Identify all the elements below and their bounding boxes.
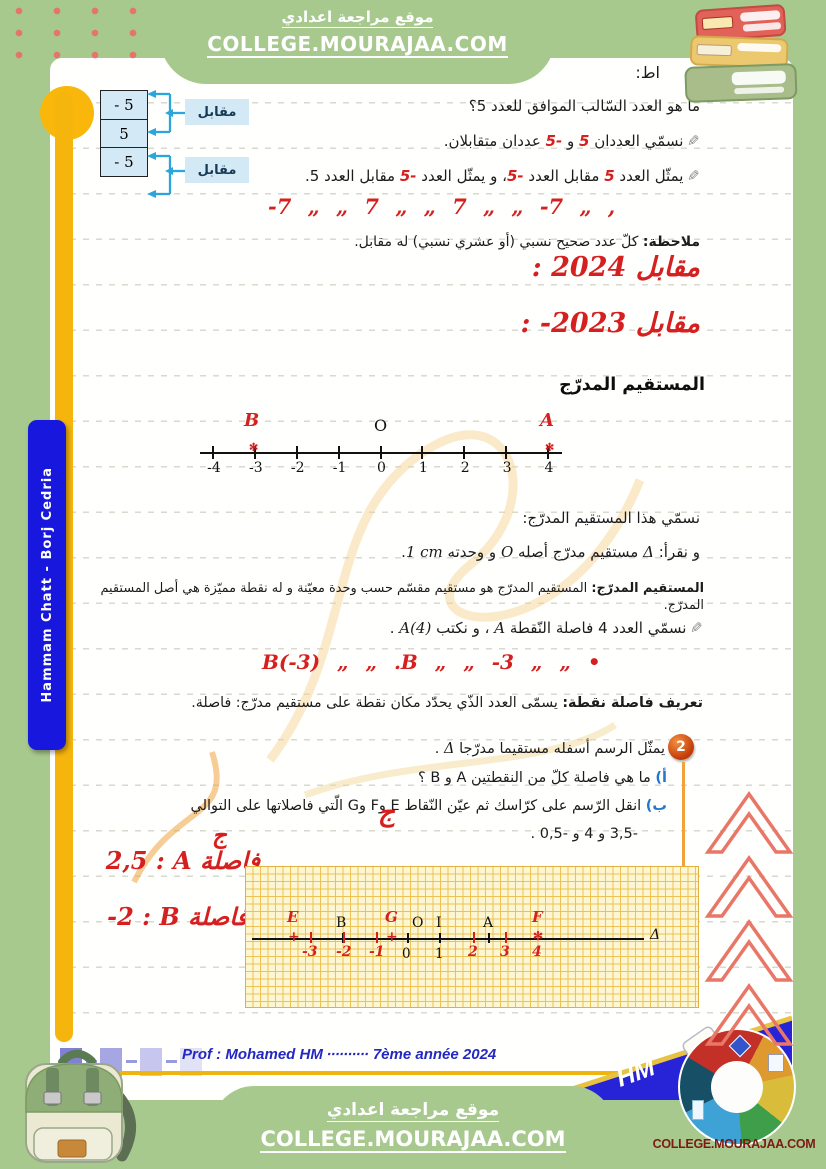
tick: 2	[461, 410, 470, 476]
footer-yellow-rule	[75, 1071, 687, 1075]
handwritten-opposite-2024: مقابل 2024 :	[531, 252, 700, 283]
watermark-swirl	[131, 751, 220, 884]
prof-signature-line: Prof : Mohamed HM ∙∙∙∙∙∙∙∙∙∙ 7ème année …	[182, 1046, 497, 1063]
dot-pattern-top-left	[0, 0, 160, 62]
naming-pair-line: ✎نسمّي العددان 5 و -5 عددان متقابلان.	[443, 132, 700, 150]
grid-point-a: A	[483, 915, 494, 931]
grid-point-i: I	[436, 915, 442, 931]
grid-origin-o: O	[412, 915, 424, 931]
diagram-arrows	[147, 90, 185, 198]
site-url-link[interactable]: COLLEGE.MOURAJAA.COM	[260, 1127, 566, 1153]
grid-num-m2: -2	[336, 944, 352, 960]
grid-num-zero: 0	[402, 946, 411, 962]
grid-num-m3: -3	[302, 944, 318, 960]
tick: -2	[291, 410, 305, 476]
note-line: ملاحظة: كلّ عدد صحيح نسبي (أو عشري نسبي)…	[354, 234, 700, 250]
number-line-figure: -4 -3 -2 -1 0 1 2 3 4 O B A ✻ ✻	[198, 410, 564, 476]
site-url-link[interactable]: COLLEGE.MOURAJAA.COM	[207, 32, 508, 58]
point-b-mark: ✻	[249, 441, 259, 454]
school-name-label: Hammam Chatt - Borj Cedria	[39, 467, 55, 703]
pencil-icon: ✎	[687, 167, 700, 185]
tick: -3	[249, 410, 263, 476]
grid-num-one: 1	[435, 946, 444, 962]
tick: 0	[377, 410, 386, 476]
footer-dash	[166, 1060, 177, 1063]
abscissa-line: ✎نسمّي العدد 4 فاصلة النّقطة A ، و نكتب …	[389, 619, 703, 637]
worksheet-page	[50, 58, 793, 1100]
handwritten-answer-b: فاصلة B : -2	[107, 902, 248, 931]
handwritten-abscissa-row: B(-3) „ „ .B „ „ -3 „ „ •	[262, 650, 601, 674]
grid-point-f: F	[532, 908, 543, 926]
footer-square-4	[180, 1048, 202, 1076]
point-a-mark: ✻	[545, 441, 555, 454]
reading-line: و نقرأ: Δ مستقيم مدرّج أصله O و وحدته 1 …	[401, 543, 700, 561]
diagram-box-top: - 5	[100, 90, 148, 120]
grid-num-p4: 4	[532, 944, 542, 960]
handwritten-mark-2: ج	[212, 822, 227, 849]
tick: -4	[207, 410, 221, 476]
diagram-label-opposite-top: مقابل	[185, 99, 249, 125]
diagram-box-bottom: - 5	[100, 147, 148, 177]
handwritten-mark-1: ج	[378, 798, 395, 828]
backpack-illustration	[25, 1049, 136, 1163]
site-title: موقع مراجعة اعدادي	[326, 1100, 500, 1122]
grid-point-b: B	[336, 915, 347, 931]
grid-mark-f: ✻	[533, 929, 544, 943]
intro-question: ما هو العدد السّالب الموافق للعدد 5؟	[468, 97, 700, 115]
footer-dash	[126, 1060, 137, 1063]
point-a-label: A	[540, 410, 554, 431]
chevron-decor-4	[704, 982, 794, 1046]
logo-center	[711, 1061, 763, 1113]
logo-notepad-icon	[768, 1054, 784, 1072]
handwritten-opposite-2023: مقابل -2023 :	[520, 308, 700, 339]
definition-graduated-line: المستقيم المدرّج: المستقيم المدرّج هو مس…	[100, 581, 704, 614]
opposite-statement-line: ✎يمثّل العدد 5 مقابل العدد -5، و يمثّل ا…	[304, 167, 700, 185]
grid-num-m1: -1	[369, 944, 385, 960]
site-title: موقع مراجعة اعدادي	[281, 8, 434, 28]
watermark-squiggle	[266, 430, 645, 799]
tick: -1	[333, 410, 346, 476]
grid-mark-g: +	[386, 929, 398, 945]
chevron-decor-3	[704, 918, 794, 982]
definition-abscissa: تعريف فاصلة نقطة: يسمّى العدد الذّي يحدّ…	[191, 695, 703, 711]
tick: 1	[419, 410, 428, 476]
logo-caption: COLLEGE.MOURAJAA.COM	[652, 1137, 816, 1151]
grid-delta-label: Δ	[650, 927, 661, 943]
naming-line: نسمّي هذا المستقيم المدرّج:	[522, 509, 700, 527]
site-logo-ring	[678, 1028, 796, 1146]
grid-num-p3: 3	[500, 944, 510, 960]
chevron-decor-1	[704, 790, 794, 854]
top-site-banner: موقع مراجعة اعدادي COLLEGE.MOURAJAA.COM	[160, 0, 555, 84]
question-b: ب) انقل الرّسم على كرّاسك ثم عيّن النّقا…	[190, 798, 667, 814]
handwritten-answer-a: فاصلة A : 2,5	[105, 846, 260, 875]
exercise-number-badge: 2	[668, 734, 694, 760]
exercise-intro: يمثّل الرسم أسفله مستقيما مدرّجا Δ .	[434, 741, 665, 757]
school-name-banner: Hammam Chatt - Borj Cedria	[28, 420, 66, 750]
grid-axis	[252, 938, 644, 940]
activity-heading: اط:	[635, 63, 660, 82]
diagram-box-middle: 5	[100, 118, 148, 149]
question-a: أ) ما هي فاصلة كلّ من النقطتين A و B ؟	[418, 770, 667, 786]
grid-point-g: G	[385, 908, 398, 926]
pencil-icon: ✎	[687, 132, 700, 150]
bottom-site-banner: موقع مراجعة اعدادي COLLEGE.MOURAJAA.COM	[212, 1086, 614, 1169]
pencil-icon: ✎	[690, 619, 703, 637]
grid-num-p2: 2	[468, 944, 478, 960]
tick: 3	[503, 410, 512, 476]
grid-point-e: E	[287, 908, 299, 926]
books-illustration	[684, 4, 798, 103]
grid-mark-e: +	[288, 929, 300, 945]
logo-flask-icon	[692, 1100, 704, 1120]
handwritten-blanks-row: -7 „ „ 7 „ „ 7 „ „ -7 „ ,	[268, 194, 616, 219]
diagram-label-opposite-bottom: مقابل	[185, 157, 249, 183]
grid-number-line-figure: Δ B O I A 0 1 E G F + + ✻ -3 -2 -1 2 3 4	[245, 866, 699, 1008]
chevron-decor-2	[704, 854, 794, 918]
section-title-graduated-line: المستقيم المدرّج	[559, 375, 705, 395]
question-b-values: -3,5 و 4 و -0,5 .	[530, 826, 639, 842]
origin-label: O	[374, 416, 388, 435]
tick: 4	[545, 410, 553, 476]
point-b-label: B	[244, 410, 260, 431]
footer-square-3	[140, 1048, 162, 1076]
